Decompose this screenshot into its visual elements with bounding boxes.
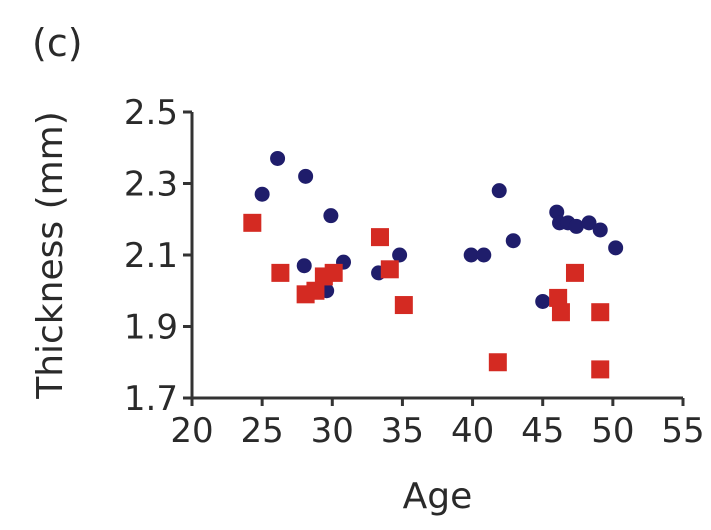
x-tick-label: 45 — [521, 411, 564, 451]
data-point-circle — [581, 215, 597, 231]
data-point-circle — [254, 186, 270, 202]
data-point-circle — [535, 293, 551, 309]
data-point-circle — [296, 258, 312, 274]
x-tick-label: 35 — [381, 411, 424, 451]
data-point-circle — [298, 168, 314, 184]
data-point-square — [394, 296, 413, 315]
axes — [190, 112, 683, 400]
y-tick-label: 1.9 — [124, 308, 178, 348]
data-point-circle — [463, 247, 479, 263]
data-points — [243, 150, 624, 379]
data-point-square — [306, 281, 325, 300]
y-tick-label: 2.3 — [124, 165, 178, 205]
y-tick-label: 2.5 — [124, 93, 178, 133]
ticks: 20 25 30 35 40 45 50 55 1.7 1.9 2.1 2.3 2.5 — [124, 93, 705, 451]
panel-label: (c) — [32, 21, 83, 65]
y-tick-label: 1.7 — [124, 379, 178, 419]
data-point-circle — [323, 208, 339, 224]
data-point-square — [271, 263, 290, 282]
data-point-circle — [270, 150, 286, 166]
data-point-circle — [505, 233, 521, 249]
data-point-square — [243, 213, 262, 232]
data-point-square — [549, 288, 568, 307]
data-point-circle — [592, 222, 608, 238]
data-point-square — [565, 263, 584, 282]
data-point-square — [488, 353, 507, 372]
x-tick-label: 20 — [170, 411, 213, 451]
x-axis-title: Age — [403, 476, 473, 517]
x-tick-label: 25 — [241, 411, 284, 451]
data-point-circle — [476, 247, 492, 263]
x-tick-label: 40 — [451, 411, 494, 451]
data-point-square — [324, 263, 343, 282]
data-point-square — [380, 260, 399, 279]
x-tick-label: 55 — [661, 411, 704, 451]
x-tick-label: 50 — [591, 411, 634, 451]
data-point-circle — [608, 240, 624, 256]
data-point-square — [591, 303, 610, 322]
y-tick-label: 2.1 — [124, 236, 178, 276]
data-point-square — [370, 228, 389, 247]
y-axis-title: Thickness (mm) — [30, 111, 71, 400]
data-point-square — [591, 360, 610, 379]
data-point-square — [551, 303, 570, 322]
data-point-circle — [392, 247, 408, 263]
data-point-circle — [568, 218, 584, 234]
data-point-circle — [491, 183, 507, 199]
x-tick-label: 30 — [311, 411, 354, 451]
